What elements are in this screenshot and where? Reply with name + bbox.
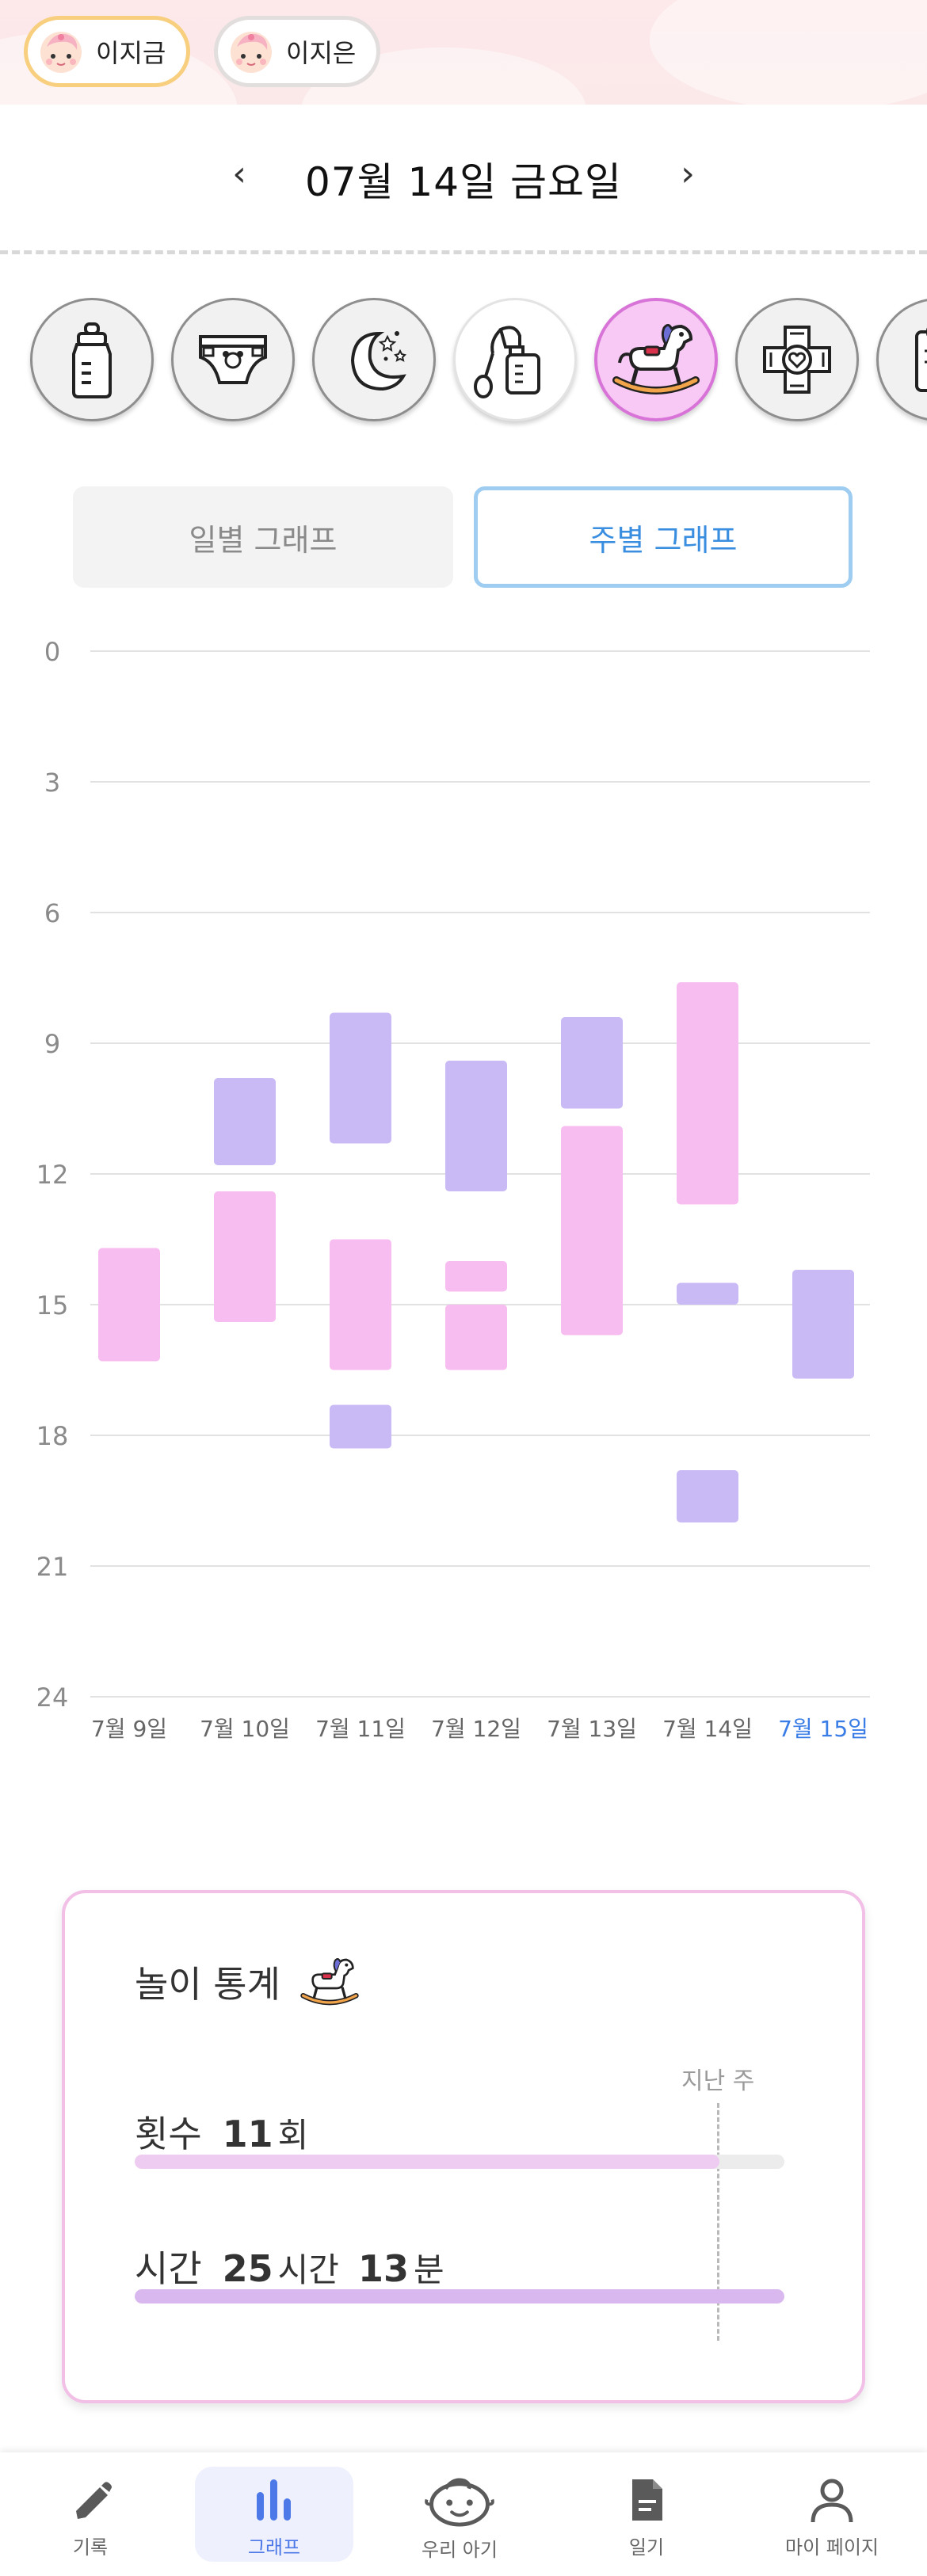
time-stat: 시간 25 시간 13 분 bbox=[135, 2240, 464, 2292]
last-week-label: 지난 주 bbox=[681, 2067, 755, 2095]
nav-label: 우리 아기 bbox=[422, 2539, 498, 2561]
stats-title-text: 놀이 통계 bbox=[135, 1963, 280, 2006]
nav-diary[interactable]: 일기 bbox=[567, 2467, 726, 2562]
time-hours: 25 bbox=[222, 2247, 273, 2290]
diaper-icon bbox=[199, 335, 267, 384]
category-feeding[interactable] bbox=[30, 298, 154, 421]
prev-date-button[interactable]: ‹ bbox=[232, 154, 246, 194]
divider bbox=[0, 250, 927, 254]
range-bar-터미타임 bbox=[445, 1061, 507, 1191]
breast-pump-icon bbox=[474, 326, 540, 398]
x-tick-label: 7월 9일 bbox=[91, 1716, 167, 1742]
y-tick-label: 3 bbox=[44, 768, 60, 798]
background-blob bbox=[650, 0, 927, 105]
sleep-moon-icon bbox=[350, 331, 406, 391]
time-progress-track bbox=[135, 2289, 784, 2304]
count-stat: 횟수 11 회 bbox=[135, 2105, 327, 2158]
range-bar-놀이 bbox=[677, 982, 738, 1205]
profile-name: 이지금 bbox=[96, 38, 166, 68]
profile-bar: 이지금 이지은 bbox=[0, 0, 927, 105]
tab-weekly-graph[interactable]: 주별 그래프 bbox=[474, 486, 853, 588]
rocking-horse-icon bbox=[300, 1958, 359, 2006]
count-unit: 회 bbox=[277, 2116, 309, 2155]
y-tick-label: 6 bbox=[44, 898, 60, 928]
x-tick-label: 7월 15일 bbox=[778, 1716, 868, 1742]
document-icon bbox=[632, 2479, 662, 2521]
x-tick-label: 7월 10일 bbox=[200, 1716, 290, 1742]
range-bar-터미타임 bbox=[792, 1270, 854, 1379]
category-play[interactable] bbox=[594, 298, 718, 421]
x-tick-label: 7월 11일 bbox=[315, 1716, 406, 1742]
category-sleep[interactable] bbox=[312, 298, 436, 421]
profile-name: 이지은 bbox=[286, 38, 357, 68]
y-tick-label: 0 bbox=[44, 637, 60, 667]
profile-chip-2[interactable]: 이지은 bbox=[214, 16, 380, 87]
count-value: 11 bbox=[222, 2113, 273, 2155]
stats-title: 놀이 통계 bbox=[135, 1950, 363, 2014]
time-hours-unit: 시간 bbox=[277, 2250, 339, 2289]
last-week-marker bbox=[717, 2103, 719, 2341]
date-header: ‹ 07월 14일 금요일 › bbox=[0, 105, 927, 254]
range-bar-놀이 bbox=[445, 1261, 507, 1292]
date-title: 07월 14일 금요일 bbox=[304, 159, 623, 205]
range-bar-터미타임 bbox=[561, 1017, 623, 1109]
category-selector bbox=[0, 293, 927, 428]
nav-label: 기록 bbox=[72, 2536, 109, 2559]
person-icon bbox=[811, 2479, 853, 2523]
time-minutes: 13 bbox=[357, 2247, 409, 2290]
count-label: 횟수 bbox=[135, 2113, 202, 2155]
y-tick-label: 18 bbox=[36, 1421, 69, 1451]
range-bar-놀이 bbox=[330, 1239, 391, 1370]
category-pump[interactable] bbox=[453, 298, 577, 421]
rocking-horse-icon bbox=[612, 324, 700, 394]
bottom-navigation: 기록 그래프 우리 아기 일기 마이 페이지 bbox=[0, 2452, 927, 2576]
y-tick-label: 24 bbox=[36, 1682, 69, 1713]
x-tick-label: 7월 12일 bbox=[431, 1716, 521, 1742]
count-progress-track bbox=[135, 2155, 784, 2169]
y-tick-label: 12 bbox=[36, 1160, 69, 1190]
category-memo[interactable] bbox=[876, 298, 927, 421]
nav-label: 일기 bbox=[628, 2536, 665, 2559]
nav-our-baby[interactable]: 우리 아기 bbox=[380, 2467, 539, 2562]
nav-graph[interactable]: 그래프 bbox=[195, 2467, 353, 2562]
chart-canvas: 0 3 6 9 12 15 18 21 24 7월 9일 7월 10일 7월 11일 7월 12일 7월 … bbox=[36, 637, 870, 1742]
range-bar-놀이 bbox=[214, 1191, 276, 1322]
nav-record[interactable]: 기록 bbox=[11, 2467, 170, 2562]
baby-face-icon bbox=[425, 2478, 494, 2527]
y-tick-label: 15 bbox=[36, 1290, 69, 1320]
category-diaper[interactable] bbox=[171, 298, 295, 421]
range-bar-놀이 bbox=[445, 1305, 507, 1370]
baby-avatar-icon bbox=[231, 32, 272, 73]
bottle-icon bbox=[72, 322, 112, 398]
x-tick-label: 7월 13일 bbox=[547, 1716, 637, 1742]
baby-avatar-icon bbox=[40, 32, 82, 73]
range-bar-터미타임 bbox=[677, 1282, 738, 1305]
y-tick-label: 21 bbox=[36, 1552, 69, 1582]
count-progress-fill bbox=[135, 2155, 719, 2169]
nav-label: 마이 페이지 bbox=[784, 2536, 879, 2559]
time-label: 시간 bbox=[135, 2247, 202, 2290]
range-bar-터미타임 bbox=[214, 1078, 276, 1165]
next-date-button[interactable]: › bbox=[681, 154, 695, 194]
clipboard-icon bbox=[915, 327, 927, 392]
time-progress-fill bbox=[135, 2289, 784, 2304]
range-bar-놀이 bbox=[98, 1248, 160, 1362]
range-bar-터미타임 bbox=[330, 1012, 391, 1144]
bar-graph-icon bbox=[257, 2479, 291, 2521]
range-bar-터미타임 bbox=[330, 1404, 391, 1449]
weekly-range-chart: 0 3 6 9 12 15 18 21 24 7월 9일 7월 10일 7월 11일 7월 12일 7월 … bbox=[0, 618, 927, 1766]
pencil-icon bbox=[76, 2482, 112, 2519]
y-tick-label: 9 bbox=[44, 1029, 60, 1059]
nav-my-page[interactable]: 마이 페이지 bbox=[753, 2467, 911, 2562]
profile-chip-1[interactable]: 이지금 bbox=[24, 16, 190, 87]
range-bar-놀이 bbox=[561, 1126, 623, 1336]
health-cross-icon bbox=[763, 326, 831, 394]
play-stats-card: 놀이 통계 지난 주 횟수 11 회 시간 25 시간 13 분 bbox=[62, 1890, 865, 2403]
nav-label: 그래프 bbox=[247, 2536, 301, 2559]
time-minutes-unit: 분 bbox=[413, 2250, 444, 2289]
range-bar-터미타임 bbox=[677, 1470, 738, 1522]
tab-daily-graph[interactable]: 일별 그래프 bbox=[73, 486, 453, 588]
x-tick-label: 7월 14일 bbox=[662, 1716, 753, 1742]
category-health[interactable] bbox=[735, 298, 859, 421]
